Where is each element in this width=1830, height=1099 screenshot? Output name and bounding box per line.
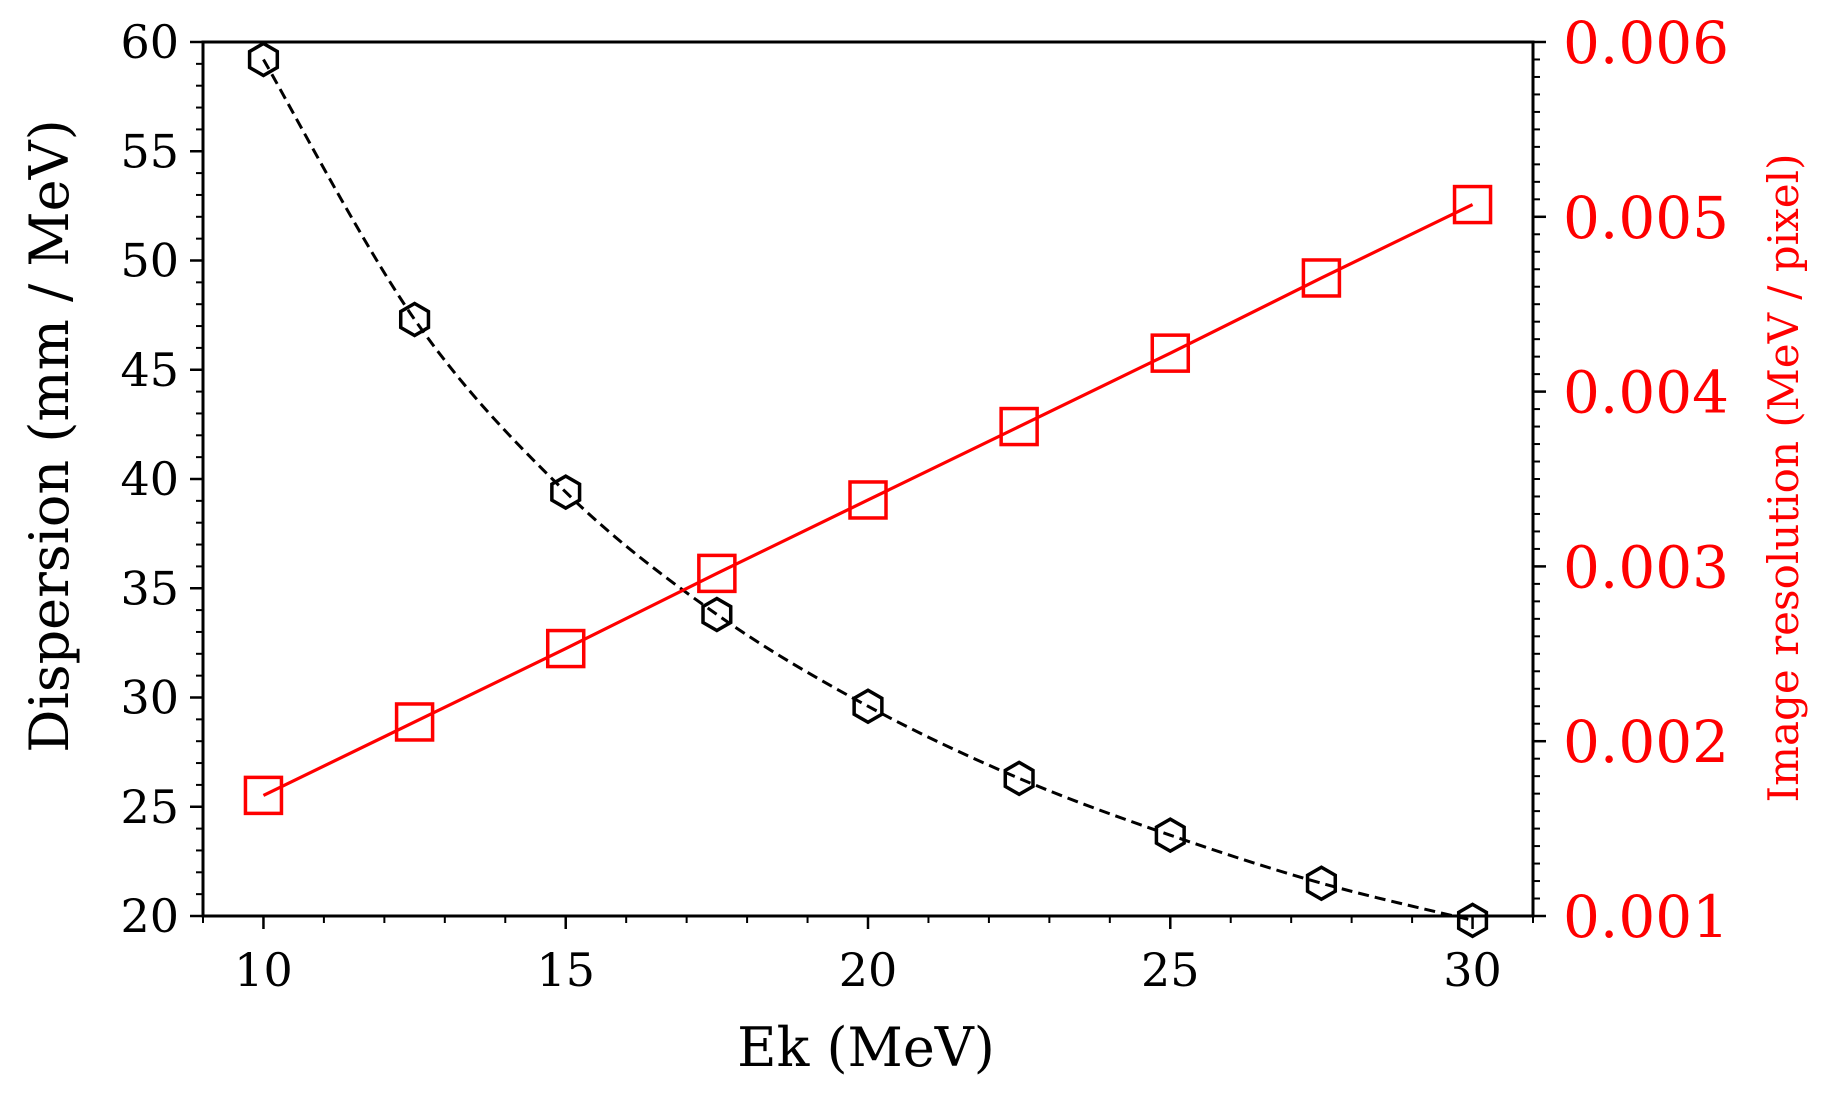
y-left-tick-label: 25 <box>120 780 179 834</box>
y-left-tick-label: 20 <box>120 889 179 943</box>
y-right-tick-label: 0.004 <box>1563 359 1729 427</box>
y-left-tick-label: 35 <box>120 561 179 615</box>
x-tick-label: 20 <box>839 943 898 997</box>
y-left-tick-label: 45 <box>120 343 179 397</box>
y-left-tick-label: 40 <box>120 452 179 506</box>
x-axis-title: Ek (MeV) <box>737 1016 995 1079</box>
y-right-tick-label: 0.002 <box>1563 708 1729 776</box>
resolution-point <box>1301 258 1342 298</box>
dispersion-point <box>1456 902 1489 939</box>
y-left-tick-label: 50 <box>120 234 179 288</box>
dispersion-point <box>1154 817 1186 854</box>
resolution-point <box>243 775 284 816</box>
y-right-tick-label: 0.006 <box>1563 9 1729 77</box>
plot-frame <box>201 40 1535 918</box>
dispersion-point <box>398 301 431 338</box>
resolution-line <box>262 203 1474 797</box>
labels-layer: Ek (MeV) Dispersion (mm / MeV) Image res… <box>18 119 1808 1079</box>
dispersion-point <box>852 688 884 725</box>
y-left-tick-label: 30 <box>120 671 179 725</box>
dispersion-point <box>550 474 582 511</box>
dispersion-line <box>262 58 1473 922</box>
resolution-point <box>697 553 737 594</box>
y-axis-title-right: Image resolution (MeV / pixel) <box>1759 154 1808 803</box>
y-axis-title-left: Dispersion (mm / MeV) <box>18 119 81 752</box>
y-left-tick-label: 55 <box>120 124 179 178</box>
dispersion-point <box>1003 760 1035 797</box>
x-tick-label: 25 <box>1141 943 1200 997</box>
y-right-tick-label: 0.003 <box>1563 533 1729 601</box>
y-right-tick-label: 0.005 <box>1563 184 1729 252</box>
x-tick-label: 30 <box>1443 943 1502 997</box>
x-tick-label: 10 <box>234 943 293 997</box>
series-layer <box>243 41 1493 939</box>
resolution-point <box>848 480 888 520</box>
resolution-point <box>394 702 435 742</box>
y-left-tick-label: 60 <box>120 15 179 69</box>
resolution-point <box>1452 184 1493 225</box>
x-tick-label: 15 <box>536 943 595 997</box>
resolution-point <box>1150 333 1191 373</box>
dispersion-point <box>701 596 733 633</box>
dispersion-point <box>247 41 280 78</box>
axes-layer: 10 15 20 25 30 20 25 30 35 40 45 50 55 60 0.001 0.002 0.… <box>120 9 1729 997</box>
resolution-point <box>999 406 1039 447</box>
resolution-point <box>545 628 586 669</box>
dispersion-point <box>1305 865 1338 902</box>
y-right-tick-label: 0.001 <box>1563 883 1729 951</box>
